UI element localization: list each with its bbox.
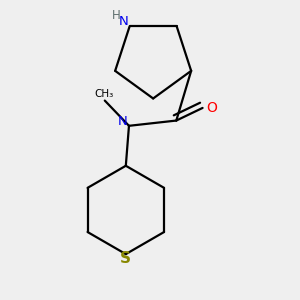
Text: S: S [120,251,131,266]
Text: H: H [112,9,120,22]
Text: O: O [207,101,218,115]
Text: CH₃: CH₃ [94,89,113,99]
Text: N: N [119,16,129,28]
Text: N: N [118,115,128,128]
